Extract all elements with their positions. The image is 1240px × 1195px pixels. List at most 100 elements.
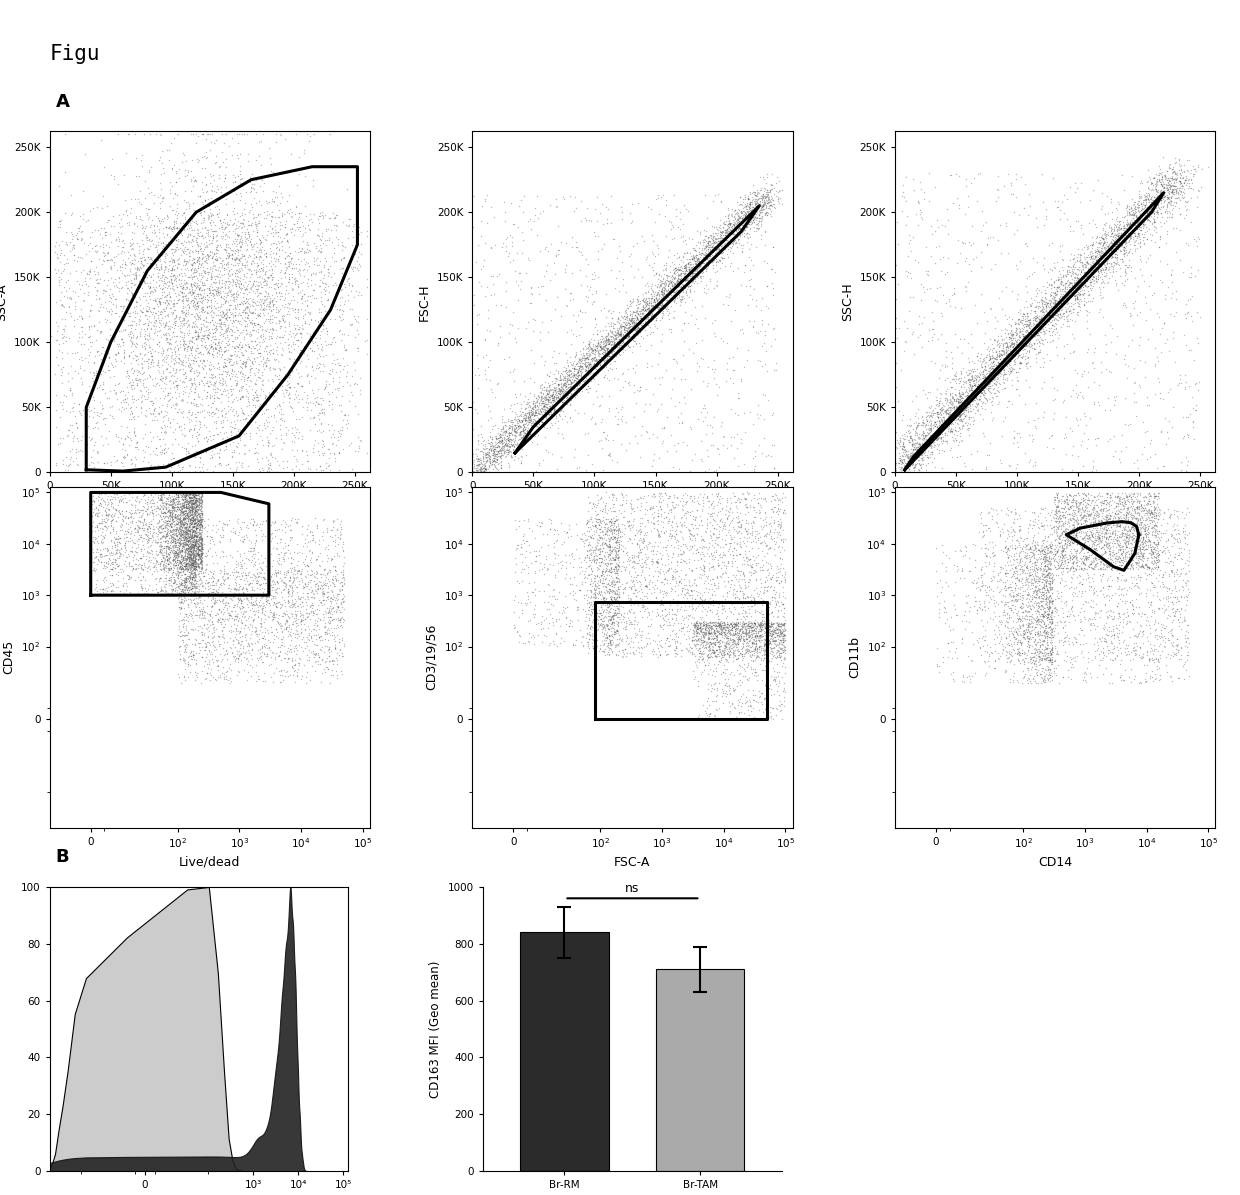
Point <box>288 586 308 605</box>
Point <box>696 238 715 257</box>
Point <box>973 381 993 400</box>
Point <box>124 246 144 265</box>
Point <box>925 436 945 455</box>
Point <box>177 523 197 543</box>
Point <box>185 619 205 638</box>
Point <box>118 509 138 528</box>
Point <box>734 227 754 246</box>
Point <box>1030 327 1050 347</box>
Point <box>317 660 337 679</box>
Point <box>1008 571 1028 590</box>
Point <box>1118 553 1138 572</box>
Point <box>1075 549 1095 568</box>
Point <box>187 667 207 686</box>
Point <box>619 373 639 392</box>
Point <box>1169 668 1189 687</box>
Point <box>1027 588 1047 607</box>
Point <box>1158 429 1178 448</box>
Point <box>613 397 632 416</box>
Point <box>1043 641 1063 660</box>
Point <box>1060 559 1080 578</box>
Point <box>601 509 621 528</box>
Point <box>771 626 791 645</box>
Point <box>231 387 250 406</box>
Point <box>750 618 770 637</box>
Point <box>1023 607 1043 626</box>
Point <box>182 483 202 502</box>
Point <box>153 547 172 566</box>
Point <box>175 341 195 360</box>
Point <box>652 280 672 299</box>
Point <box>556 280 575 299</box>
Point <box>568 362 588 381</box>
Point <box>740 201 760 220</box>
Point <box>554 382 574 402</box>
Point <box>157 223 177 243</box>
Point <box>950 417 970 436</box>
Point <box>601 611 621 630</box>
Point <box>706 621 725 641</box>
Point <box>1137 396 1157 415</box>
Point <box>667 275 687 294</box>
Point <box>301 581 321 600</box>
Point <box>885 459 905 478</box>
Point <box>1151 523 1171 543</box>
Point <box>1148 238 1168 257</box>
Point <box>1106 516 1126 535</box>
Point <box>484 445 503 464</box>
Point <box>1044 289 1064 308</box>
Point <box>1033 550 1053 569</box>
Point <box>224 559 244 578</box>
Point <box>1101 217 1121 237</box>
Point <box>1017 327 1037 347</box>
Point <box>1040 650 1060 669</box>
Point <box>171 497 191 516</box>
Point <box>584 355 604 374</box>
Point <box>547 388 567 407</box>
Point <box>219 546 239 565</box>
Point <box>549 388 569 407</box>
Point <box>742 590 761 609</box>
Point <box>694 250 714 269</box>
Point <box>1009 358 1029 378</box>
Point <box>1104 617 1123 636</box>
Point <box>249 304 269 323</box>
Point <box>722 570 742 589</box>
Point <box>954 394 973 413</box>
Point <box>542 388 562 407</box>
Point <box>346 204 366 223</box>
Point <box>1117 513 1137 532</box>
Point <box>560 335 580 354</box>
Point <box>1123 523 1143 543</box>
Point <box>1022 326 1042 345</box>
Point <box>585 358 605 378</box>
Point <box>671 544 691 563</box>
Point <box>712 329 732 348</box>
Point <box>185 492 205 511</box>
Point <box>587 324 606 343</box>
Point <box>1074 594 1094 613</box>
Point <box>265 300 285 319</box>
Point <box>603 612 622 631</box>
Point <box>308 643 327 662</box>
Point <box>1086 258 1106 277</box>
Point <box>248 388 268 407</box>
Point <box>682 631 702 650</box>
Point <box>572 367 591 386</box>
Point <box>288 583 308 602</box>
Point <box>89 514 109 533</box>
Point <box>1037 617 1056 636</box>
Point <box>1120 202 1140 221</box>
Point <box>1011 353 1030 372</box>
Point <box>1137 222 1157 241</box>
Point <box>201 338 221 357</box>
Point <box>78 277 98 296</box>
Point <box>472 454 492 473</box>
Point <box>232 631 252 650</box>
Point <box>124 255 144 274</box>
Point <box>165 507 185 526</box>
Point <box>211 528 231 547</box>
Point <box>160 219 180 238</box>
Point <box>605 523 625 543</box>
Point <box>691 614 711 633</box>
